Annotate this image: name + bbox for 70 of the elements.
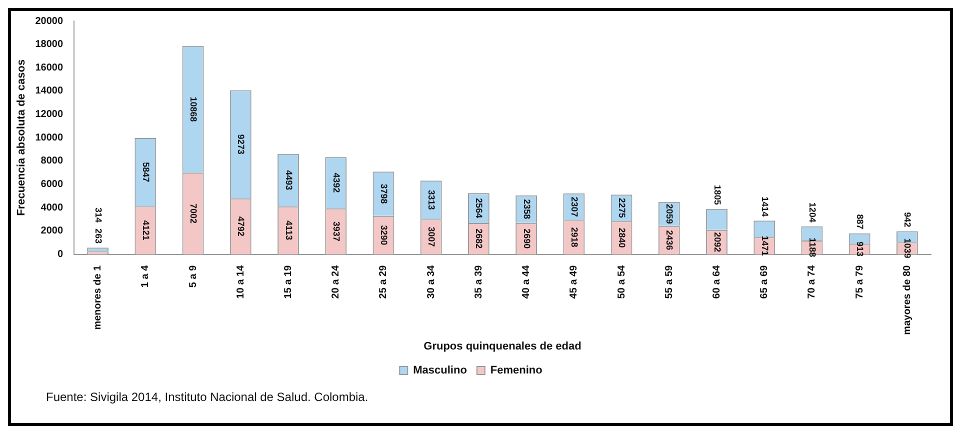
data-label: 2918: [569, 227, 580, 248]
x-axis-title: Grupos quinquenales de edad: [424, 340, 582, 352]
data-label: 2564: [474, 198, 484, 218]
source-note: Fuente: Sivigila 2014, Instituto Nacional de Salud. Colombia.: [46, 390, 370, 404]
y-tick-label: 10000: [35, 132, 64, 144]
data-label: 2092: [712, 232, 722, 252]
data-label: 4121: [140, 220, 151, 240]
data-label: 3007: [426, 226, 437, 247]
y-tick-label: 16000: [35, 62, 64, 74]
x-tick-label: 35 a 39: [473, 264, 484, 299]
data-label: 4792: [236, 216, 246, 236]
data-label: 1204: [807, 202, 818, 222]
x-tick-label: 1 a 4: [140, 264, 152, 288]
data-label: 2436: [664, 230, 675, 250]
data-label: 4113: [284, 220, 294, 240]
x-tick-label: 5 a 9: [188, 264, 199, 288]
x-tick-label: 25 a 29: [378, 264, 390, 299]
y-tick-label: 6000: [40, 179, 64, 190]
data-label: 4392: [331, 172, 342, 193]
data-label: 2690: [522, 228, 532, 249]
data-label: 2059: [664, 204, 675, 224]
y-tick-label: 4000: [40, 202, 64, 214]
y-tick-label: 12000: [35, 109, 64, 120]
x-tick-label: 65 a 69: [759, 264, 770, 299]
x-tick-label: 15 a 19: [283, 264, 294, 299]
x-tick-label: mayores de 80: [902, 264, 913, 335]
data-label: 1805: [712, 184, 722, 205]
x-tick-label: 30 a 34: [426, 264, 437, 299]
data-label: 5847: [140, 162, 151, 182]
data-label: 1188: [807, 238, 818, 258]
x-tick-label: 75 a 79: [854, 264, 866, 299]
y-tick-label: 2000: [40, 226, 64, 237]
x-tick-label: 10 a 14: [235, 264, 246, 299]
x-tick-label: 55 a 59: [664, 264, 675, 299]
data-label: 2358: [522, 199, 532, 220]
data-label: 3313: [426, 190, 437, 210]
data-label: 263: [93, 228, 104, 244]
data-label: 3937: [331, 221, 342, 242]
data-label: 4493: [284, 170, 294, 190]
data-label: 2840: [617, 228, 628, 248]
y-tick-label: 14000: [35, 86, 64, 97]
x-tick-label: 20 a 24: [330, 264, 342, 299]
legend-label: Masculino: [413, 364, 468, 377]
data-label: 3290: [378, 225, 389, 246]
y-tick-label: 20000: [35, 16, 64, 27]
x-tick-label: 60 a 64: [712, 264, 722, 299]
data-label: 3798: [378, 184, 389, 204]
data-label: 10868: [188, 96, 199, 122]
x-tick-label: 70 a 74: [806, 264, 818, 299]
data-label: 7002: [188, 203, 199, 224]
data-label: 9273: [236, 134, 246, 154]
data-label: 887: [855, 214, 866, 230]
data-label: 2307: [569, 196, 580, 217]
y-tick-label: 0: [57, 249, 64, 260]
data-label: 1414: [760, 196, 770, 217]
data-label: 314: [93, 208, 104, 223]
data-label: 913: [855, 241, 866, 257]
legend-label: Femenino: [490, 364, 543, 377]
y-tick-label: 8000: [40, 156, 64, 167]
x-tick-label: 50 a 54: [616, 264, 628, 299]
data-label: 1471: [760, 236, 770, 256]
y-tick-label: 18000: [35, 39, 64, 50]
y-axis-title: Frecuencia absoluta de casos: [16, 59, 28, 216]
x-tick-label: 40 a 44: [521, 264, 532, 299]
data-label: 942: [902, 212, 913, 228]
data-label: 1039: [902, 238, 913, 258]
data-label: 2682: [474, 228, 484, 249]
x-tick-label: 45 a 49: [568, 264, 580, 299]
data-label: 2275: [617, 198, 628, 218]
x-tick-label: menores de 1: [92, 264, 104, 330]
